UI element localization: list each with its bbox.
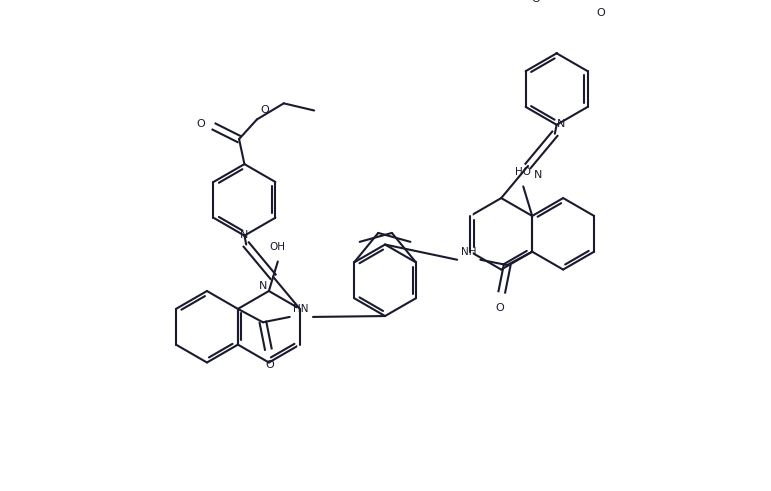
Text: HN: HN bbox=[293, 304, 309, 314]
Text: O: O bbox=[197, 119, 205, 129]
Text: OH: OH bbox=[270, 242, 286, 252]
Text: O: O bbox=[496, 302, 504, 313]
Text: N: N bbox=[259, 281, 268, 291]
Text: HO: HO bbox=[515, 166, 531, 177]
Text: NH: NH bbox=[461, 247, 476, 257]
Text: O: O bbox=[266, 360, 274, 370]
Text: N: N bbox=[534, 170, 542, 180]
Text: O: O bbox=[596, 8, 604, 18]
Text: N: N bbox=[240, 230, 248, 240]
Text: O: O bbox=[261, 105, 269, 115]
Text: N: N bbox=[557, 119, 565, 129]
Text: O: O bbox=[532, 0, 540, 4]
